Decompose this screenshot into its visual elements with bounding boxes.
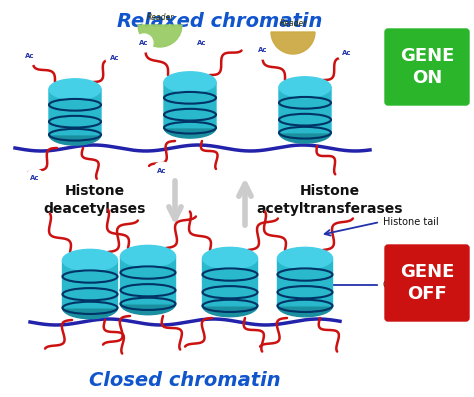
Text: Reader: Reader — [279, 19, 307, 29]
FancyBboxPatch shape — [277, 258, 332, 306]
Text: GENE
OFF: GENE OFF — [400, 263, 454, 303]
Ellipse shape — [63, 297, 118, 319]
Ellipse shape — [120, 245, 175, 267]
Circle shape — [193, 34, 211, 52]
FancyBboxPatch shape — [202, 258, 257, 306]
FancyBboxPatch shape — [279, 87, 331, 133]
Text: Ac: Ac — [197, 40, 207, 46]
Text: Histone tail: Histone tail — [383, 217, 439, 227]
Ellipse shape — [164, 72, 216, 93]
FancyBboxPatch shape — [385, 245, 469, 321]
Text: Ac: Ac — [25, 53, 35, 59]
Text: Histone
acetyltransferases: Histone acetyltransferases — [257, 184, 403, 216]
Circle shape — [135, 34, 153, 52]
Ellipse shape — [164, 117, 216, 138]
Ellipse shape — [279, 77, 331, 98]
Text: Ac: Ac — [110, 55, 120, 61]
Ellipse shape — [202, 295, 257, 317]
Text: Core histone: Core histone — [383, 280, 445, 290]
Text: Relaxed chromatin: Relaxed chromatin — [117, 12, 323, 31]
Ellipse shape — [277, 295, 332, 317]
Ellipse shape — [49, 79, 101, 100]
Text: GENE
ON: GENE ON — [400, 47, 454, 87]
Ellipse shape — [277, 247, 332, 269]
Text: Histone
deacetylases: Histone deacetylases — [44, 184, 146, 216]
Wedge shape — [271, 32, 315, 54]
Text: Reader: Reader — [146, 12, 173, 21]
FancyBboxPatch shape — [49, 89, 101, 135]
Circle shape — [21, 47, 39, 65]
Text: Ac: Ac — [157, 168, 167, 174]
Ellipse shape — [49, 124, 101, 145]
Circle shape — [106, 49, 124, 67]
Text: Ac: Ac — [258, 47, 268, 53]
FancyBboxPatch shape — [63, 260, 118, 308]
Circle shape — [254, 41, 272, 59]
FancyBboxPatch shape — [164, 82, 216, 128]
Circle shape — [153, 162, 171, 180]
Text: Ac: Ac — [139, 40, 149, 46]
Wedge shape — [138, 25, 182, 47]
FancyBboxPatch shape — [120, 256, 175, 304]
FancyBboxPatch shape — [385, 29, 469, 105]
Ellipse shape — [202, 247, 257, 269]
Ellipse shape — [279, 122, 331, 143]
Text: Ac: Ac — [342, 50, 352, 56]
Circle shape — [338, 44, 356, 62]
Circle shape — [26, 169, 44, 187]
Ellipse shape — [120, 293, 175, 315]
Text: Closed chromatin: Closed chromatin — [89, 371, 281, 390]
Text: Ac: Ac — [30, 175, 40, 181]
Ellipse shape — [63, 249, 118, 271]
